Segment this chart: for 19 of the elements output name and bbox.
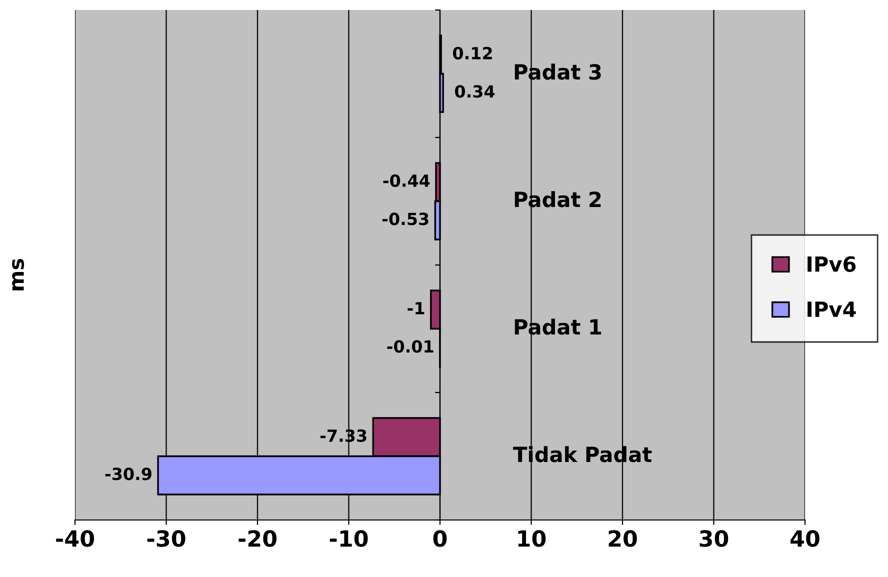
data-label: 0.12 — [453, 46, 492, 60]
x-tick-label: -30 — [147, 530, 186, 547]
x-tick-label: -20 — [238, 530, 277, 547]
data-label: -0.44 — [383, 174, 430, 187]
x-tick-label: 40 — [790, 530, 820, 547]
x-tick-label: 0 — [433, 530, 447, 547]
data-label: -1 — [408, 302, 424, 314]
data-label: 0.34 — [455, 85, 495, 98]
x-tick-label: -40 — [56, 530, 94, 547]
data-label: -0.53 — [382, 212, 428, 226]
x-tick-label: 30 — [700, 530, 728, 547]
x-tick-label: 10 — [518, 530, 546, 547]
data-label: -0.01 — [387, 340, 434, 353]
legend-label: IPv6 — [808, 256, 856, 272]
data-label: -30.9 — [105, 468, 152, 480]
x-tick-label: -10 — [330, 530, 368, 547]
legend-label: IPv4 — [808, 302, 856, 317]
x-tick-label: 20 — [608, 530, 637, 547]
y-axis-title: ms — [12, 258, 24, 290]
